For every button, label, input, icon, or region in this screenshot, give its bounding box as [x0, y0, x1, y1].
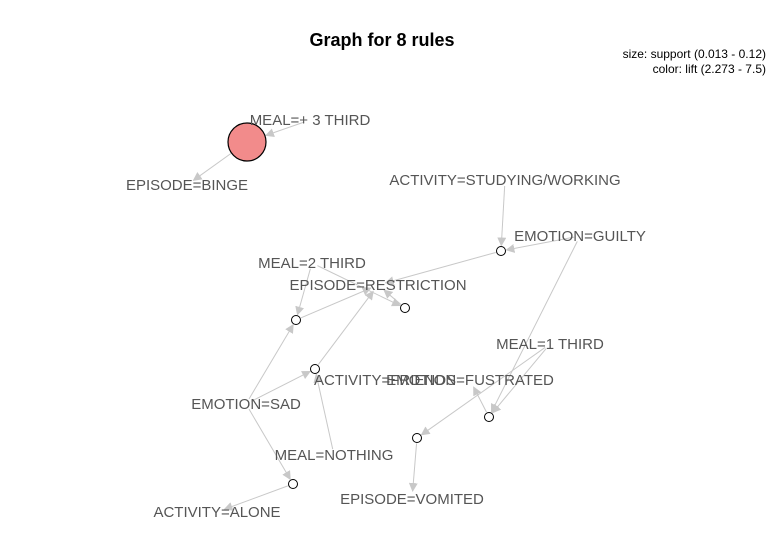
- item-label-frustrated: EMOTION=FUSTRATED: [386, 372, 554, 389]
- item-label-restriction: EPISODE=RESTRICTION: [289, 277, 466, 294]
- item-label-studying: ACTIVITY=STUDYING/WORKING: [389, 172, 620, 189]
- rule-node-r6: [288, 479, 298, 489]
- edge-r2-to-restriction: [384, 251, 496, 286]
- edge-r3-to-restriction: [300, 287, 372, 319]
- edge-r1-to-binge: [192, 153, 232, 181]
- legend-size: size: support (0.013 - 0.12): [623, 47, 766, 61]
- item-label-meal3: MEAL=+ 3 THIRD: [250, 112, 371, 129]
- edge-r8-to-frustrated: [473, 386, 487, 413]
- edge-guilty-to-r8: [491, 241, 578, 413]
- edges-layer: [192, 121, 578, 511]
- item-label-nothing: MEAL=NOTHING: [275, 447, 394, 464]
- item-label-guilty: EMOTION=GUILTY: [514, 228, 646, 245]
- graph-title: Graph for 8 rules: [309, 30, 454, 50]
- edge-sad-to-r3: [248, 323, 294, 400]
- edge-r6-to-alone: [223, 485, 289, 511]
- item-label-sad: EMOTION=SAD: [191, 396, 301, 413]
- item-label-vomited: EPISODE=VOMITED: [340, 491, 484, 508]
- legend-color: color: lift (2.273 - 7.5): [653, 62, 766, 76]
- edge-r7-to-vomited: [408, 443, 418, 493]
- edge-sad-to-r6: [248, 408, 291, 481]
- edge-nothing-to-r5: [313, 373, 334, 450]
- edge-r5-to-restriction: [317, 290, 374, 365]
- edge-meal1-to-r8: [491, 348, 547, 414]
- rule-node-r3: [291, 315, 301, 325]
- item-label-binge: EPISODE=BINGE: [126, 177, 248, 194]
- rule-node-r4: [400, 303, 410, 313]
- item-label-meal2: MEAL=2 THIRD: [258, 255, 366, 272]
- edge-meal1-to-r7: [420, 347, 546, 436]
- edge-r4-to-restriction: [383, 289, 402, 305]
- rule-node-r5: [310, 364, 320, 374]
- edge-meal2-to-r3: [295, 268, 311, 316]
- item-label-alone: ACTIVITY=ALONE: [153, 504, 280, 521]
- rule-node-r7: [412, 433, 422, 443]
- rules-layer: [227, 122, 506, 489]
- rule-node-r1: [227, 122, 267, 162]
- edge-guilty-to-r2: [505, 236, 575, 253]
- rule-node-r8: [484, 412, 494, 422]
- item-label-friends: ACTIVITY=FRIENDS: [314, 372, 456, 389]
- labels-layer: MEAL=+ 3 THIRD EPISODE=BINGE ACTIVITY=STUD…: [126, 112, 646, 521]
- rule-node-r2: [496, 246, 506, 256]
- edge-meal2-to-r4: [317, 265, 401, 307]
- item-label-meal1: MEAL=1 THIRD: [496, 336, 604, 353]
- edge-studying-to-r2: [497, 185, 507, 247]
- edge-sad-to-r5: [251, 371, 311, 402]
- edge-meal3-to-r1: [264, 121, 305, 138]
